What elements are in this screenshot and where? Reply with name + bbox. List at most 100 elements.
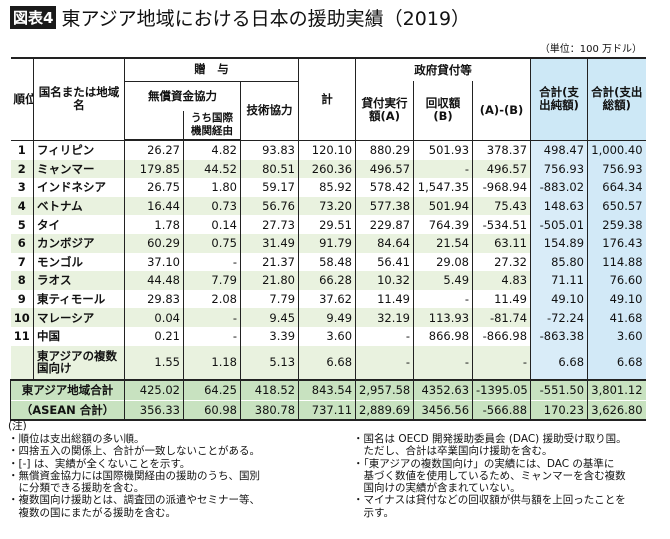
value-cell: 11.49: [355, 289, 414, 309]
notes-heading: (注): [8, 420, 27, 432]
value-cell: -72.24: [530, 308, 588, 327]
table-row: 5 タイ 1.78 0.14 27.73 29.51 229.87 764.39 -534.51…: [11, 215, 646, 234]
table-row: 2 ミャンマー 179.85 44.52 80.51 260.36 496.57-496.5…: [10, 159, 646, 179]
value-cell: 6.68: [530, 345, 588, 380]
value-cell: 1.80: [183, 178, 241, 197]
rank-cell: 6: [10, 233, 34, 253]
value-cell: -883.02: [530, 178, 588, 197]
header-tech: 技術協力: [239, 81, 300, 141]
value-cell: 176.43: [587, 233, 646, 253]
value-cell: 4.83: [472, 271, 531, 290]
rank-cell: 3: [17, 180, 26, 195]
value-cell: -: [413, 289, 473, 309]
value-cell: 148.63: [530, 196, 588, 216]
rank-cell: 7: [17, 254, 26, 269]
value-cell: 93.83: [239, 140, 299, 160]
header-a-minus-b: (A)-(B): [472, 81, 532, 141]
name-cell: 東アジアの複数国向け: [33, 345, 125, 380]
value-cell: 756.93: [587, 159, 646, 179]
value-cell: -505.01: [530, 215, 588, 234]
value-cell: 21.54: [413, 233, 473, 253]
value-cell: -: [472, 345, 531, 380]
rank-cell: 8: [10, 271, 34, 290]
table-row: 11 中国 0.21-3.39 3.60-866.98 -866.98 -863.38 3.…: [11, 326, 646, 346]
note-line: 基づく数値を使用しているため、ミャンマーを含む複数: [353, 469, 626, 482]
value-cell: 26.27: [124, 140, 184, 160]
value-cell: 496.57: [472, 159, 531, 179]
value-cell: 356.33: [124, 399, 184, 421]
value-cell: 56.41: [355, 252, 414, 272]
value-cell: 4.82: [183, 140, 241, 160]
rank-cell: [10, 345, 34, 380]
value-cell: -: [183, 326, 241, 346]
value-cell: 31.49: [239, 233, 299, 253]
name-cell: ラオス: [33, 271, 125, 290]
value-cell: 1,000.40: [587, 140, 646, 160]
value-cell: 85.80: [530, 252, 588, 272]
value-cell: 154.89: [530, 233, 588, 253]
value-cell: -: [355, 326, 414, 346]
value-cell: 425.02: [124, 378, 184, 401]
value-cell: -566.88: [472, 399, 531, 421]
name-cell: カンボジア: [33, 233, 125, 253]
value-cell: 63.11: [472, 233, 531, 253]
value-cell: 2,889.69: [355, 399, 414, 421]
value-cell: 7.79: [239, 289, 299, 309]
header-loan-a: 貸付実行額(A): [355, 81, 415, 141]
value-cell: 41.68: [587, 308, 646, 327]
value-cell: 3.39: [239, 326, 299, 346]
value-cell: 10.32: [355, 271, 414, 290]
value-cell: 2,957.58: [355, 378, 414, 401]
value-cell: 0.04: [124, 308, 184, 327]
value-cell: 120.10: [298, 140, 356, 160]
name-cell: 東アジア地域合計: [10, 378, 125, 401]
rank-cell: 1: [17, 143, 26, 158]
value-cell: 29.51: [298, 215, 356, 234]
rank-cell: 9: [17, 292, 26, 307]
value-cell: 75.43: [472, 196, 531, 216]
value-cell: 866.98: [413, 326, 473, 346]
value-cell: 578.42: [355, 178, 414, 197]
table-row: 3 インドネシア 26.75 1.80 59.17 85.92 578.42 1,547.35…: [11, 178, 646, 197]
value-cell: 113.93: [413, 308, 473, 327]
value-cell: 71.11: [530, 271, 588, 290]
value-cell: 9.49: [298, 308, 356, 327]
figure-title: 図表4 東アジア地域における日本の援助実績（2019）: [10, 4, 470, 30]
value-cell: 496.57: [355, 159, 414, 179]
figure-title-text: 東アジア地域における日本の援助実績（2019）: [61, 7, 471, 30]
value-cell: 650.57: [587, 196, 646, 216]
name-cell: マレーシア: [33, 308, 125, 327]
name-cell: 東ティモール: [33, 289, 125, 309]
value-cell: 49.10: [530, 289, 588, 309]
name-cell: 中国: [33, 326, 125, 346]
notes: (注) ・順位は支出総額の多い順。 ・四捨五入の関係上、合計が一致しないことがある…: [8, 420, 627, 519]
unit-label: （単位：100 万ドル）: [539, 44, 642, 55]
value-cell: -: [413, 159, 473, 179]
value-cell: -968.94: [472, 178, 531, 197]
value-cell: 3456.56: [413, 399, 473, 421]
value-cell: 58.48: [298, 252, 356, 272]
table-row: 9 東ティモール 29.83 2.08 7.79 37.62 11.49-11.49 49.1…: [11, 289, 646, 309]
value-cell: 229.87: [355, 215, 414, 234]
value-cell: 4352.63: [413, 378, 473, 401]
table-row: 4 ベトナム 16.44 0.73 56.76 73.20 577.38 501.94 75.4…: [10, 196, 646, 216]
value-cell: 26.75: [124, 178, 184, 197]
value-cell: 737.11: [298, 399, 356, 421]
value-cell: 73.20: [298, 196, 356, 216]
note-line: 複数の国にまたがる援助を含む。: [8, 506, 176, 519]
table-row: 7 モンゴル 37.10-21.37 58.48 56.41 29.08 27.32 85.8…: [11, 252, 646, 272]
value-cell: -866.98: [472, 326, 531, 346]
value-cell: 66.28: [298, 271, 356, 290]
value-cell: 179.85: [124, 159, 184, 179]
value-cell: 378.37: [472, 140, 531, 160]
note-line: に分類できる援助を含む。: [8, 482, 145, 495]
value-cell: 3.60: [298, 326, 356, 346]
note-line: ・無償資金協力には国際機関経由の援助のうち、国別: [8, 469, 260, 482]
value-cell: -863.38: [530, 326, 588, 346]
value-cell: 27.73: [239, 215, 299, 234]
value-cell: 0.73: [183, 196, 241, 216]
value-cell: 16.44: [124, 196, 184, 216]
value-cell: 1,547.35: [413, 178, 473, 197]
table-row: 8 ラオス 44.48 7.79 21.80 66.28 10.32 5.49 4.83 71.1…: [10, 271, 646, 290]
value-cell: 2.08: [183, 289, 241, 309]
